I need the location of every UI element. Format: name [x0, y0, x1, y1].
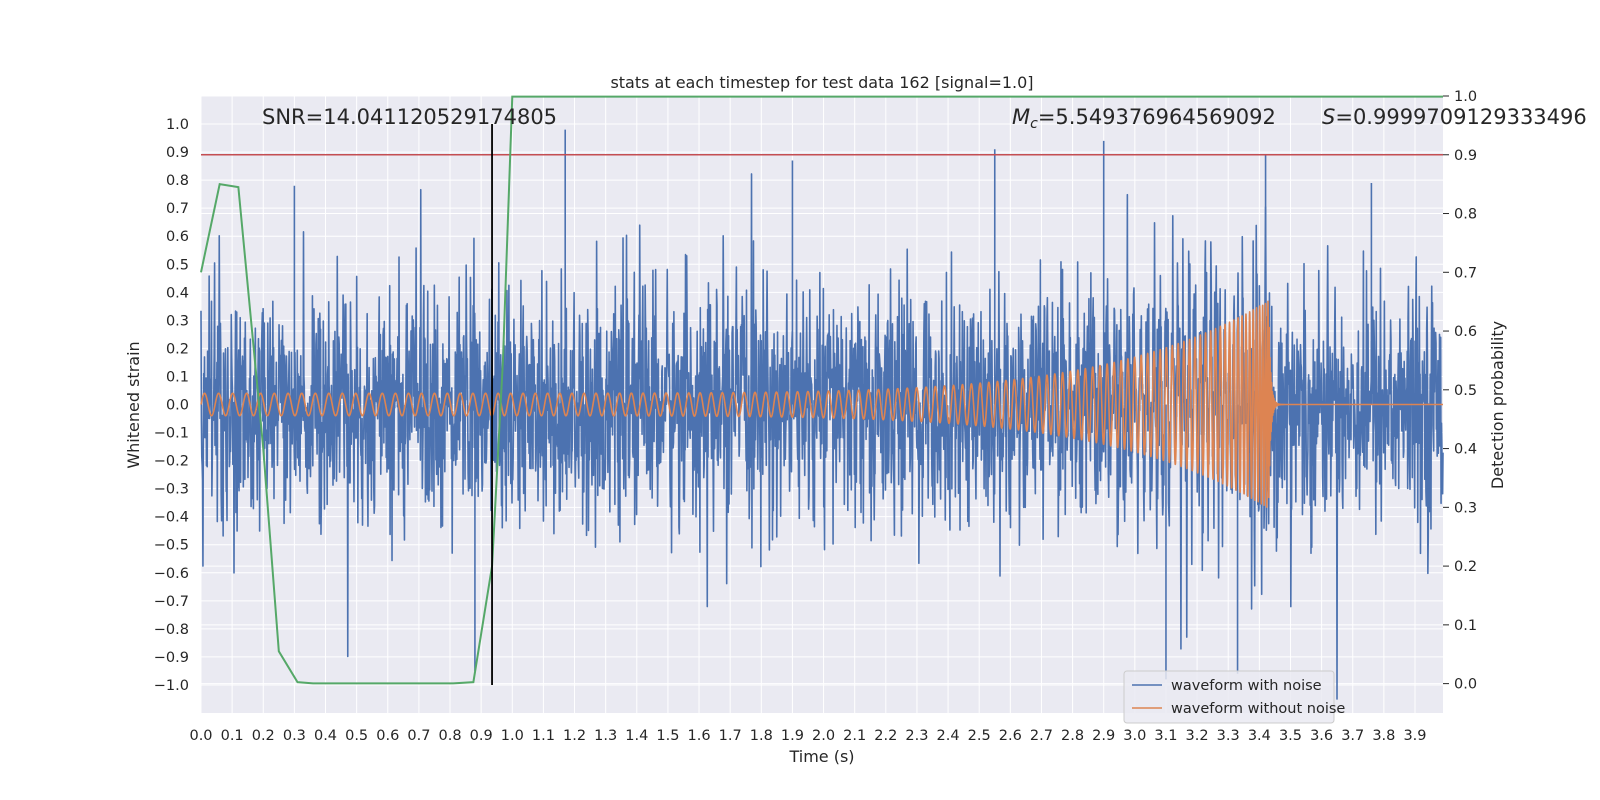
y-left-tick-label: 0.3 [166, 313, 189, 329]
x-tick-label: 3.6 [1310, 728, 1333, 744]
x-tick-label: 1.1 [532, 728, 555, 744]
y-left-tick-label: −0.3 [154, 482, 189, 498]
y-right-tick-label: 0.2 [1454, 559, 1477, 575]
y-left-tick-label: 0.6 [166, 229, 189, 245]
y-axis-left-ticks: 1.0 0.9 0.8 0.7 0.6 0.5 0.4 0.3 0.2 0.1 0.0 −0.1 −0.… [154, 117, 189, 694]
x-tick-label: 0.1 [221, 728, 244, 744]
x-tick-label: 1.2 [563, 728, 586, 744]
series-detection-probability [200, 95, 1443, 685]
x-tick-label: 3.4 [1248, 728, 1271, 744]
x-tick-label: 0.2 [252, 728, 275, 744]
y-left-tick-label: −0.7 [154, 594, 189, 610]
y-left-tick-label: −1.0 [154, 678, 189, 694]
y-axis-left-label: Whitened strain [124, 341, 143, 468]
chirp-mass-annotation: Mc=5.549376964569092 [1012, 105, 1276, 132]
x-tick-label: 0.5 [345, 728, 368, 744]
x-tick-label: 0.6 [376, 728, 399, 744]
snr-annotation: SNR=14.041120529174805 [262, 105, 557, 129]
y-left-tick-label: −0.2 [154, 454, 189, 470]
y-left-tick-label: 0.0 [166, 398, 189, 414]
x-tick-label: 0.0 [189, 728, 212, 744]
legend: waveform with noise waveform without noi… [1123, 670, 1345, 724]
x-tick-label: 2.4 [937, 728, 960, 744]
x-axis-ticks: 0.0 0.1 0.2 0.3 0.4 0.5 0.6 0.7 0.8 0.9 1.0 1.1 1.2 1… [189, 728, 1426, 744]
y-left-tick-label: 0.8 [166, 173, 189, 189]
x-tick-label: 1.0 [501, 728, 524, 744]
clean-waveform-line [200, 300, 1444, 508]
x-tick-label: 0.9 [470, 728, 493, 744]
y-left-tick-label: 0.4 [166, 285, 189, 301]
x-tick-label: 1.3 [594, 728, 617, 744]
x-tick-label: 2.1 [843, 728, 866, 744]
x-tick-label: 2.3 [905, 728, 928, 744]
y-left-tick-label: 0.2 [166, 341, 189, 357]
probability-line [200, 95, 1443, 685]
y-left-tick-label: 0.1 [166, 369, 189, 385]
x-tick-label: 2.9 [1092, 728, 1115, 744]
x-tick-label: 3.0 [1123, 728, 1146, 744]
x-tick-label: 0.8 [438, 728, 461, 744]
chirp-mass-subscript: c [1030, 116, 1038, 132]
x-tick-label: 0.7 [407, 728, 430, 744]
legend-clean-label: waveform without noise [1171, 701, 1345, 717]
detection-score-annotation: S=0.9999709129333496 [1322, 105, 1587, 129]
x-tick-label: 0.3 [283, 728, 306, 744]
y-left-tick-label: 0.9 [166, 145, 189, 161]
x-tick-label: 2.2 [874, 728, 897, 744]
x-tick-label: 3.1 [1154, 728, 1177, 744]
chirp-mass-symbol: M [1012, 105, 1030, 129]
x-axis-label: Time (s) [788, 747, 854, 766]
x-tick-label: 1.4 [625, 728, 648, 744]
x-tick-label: 3.9 [1403, 728, 1426, 744]
legend-box [1123, 670, 1335, 724]
x-tick-label: 1.8 [750, 728, 773, 744]
y-left-tick-label: 0.7 [166, 201, 189, 217]
x-tick-label: 3.2 [1186, 728, 1209, 744]
x-tick-label: 0.4 [314, 728, 337, 744]
chart-title: stats at each timestep for test data 162… [610, 73, 1033, 92]
y-right-tick-label: 0.7 [1454, 265, 1477, 281]
x-tick-label: 1.7 [719, 728, 742, 744]
y-left-tick-label: −0.1 [154, 426, 189, 442]
y-left-tick-label: −0.4 [154, 510, 189, 526]
x-tick-label: 1.6 [688, 728, 711, 744]
y-right-tick-label: 1.0 [1454, 89, 1477, 105]
y-right-tick-label: 0.1 [1454, 618, 1477, 634]
y-right-tick-label: 0.9 [1454, 148, 1477, 164]
y-right-tick-label: 0.0 [1454, 677, 1477, 693]
y-right-tick-label: 0.6 [1454, 324, 1477, 340]
x-tick-label: 1.5 [656, 728, 679, 744]
y-right-tick-label: 0.5 [1454, 383, 1477, 399]
y-left-tick-label: −0.9 [154, 650, 189, 666]
x-tick-label: 2.5 [968, 728, 991, 744]
x-tick-label: 1.9 [781, 728, 804, 744]
y-left-tick-label: −0.6 [154, 566, 189, 582]
detection-score-symbol: S [1322, 105, 1335, 129]
y-right-tick-label: 0.4 [1454, 442, 1477, 458]
series-waveform-without-noise [200, 300, 1444, 508]
y-right-tick-label: 0.3 [1454, 500, 1477, 516]
legend-noise-label: waveform with noise [1171, 678, 1322, 694]
y-left-tick-label: −0.5 [154, 538, 189, 554]
y-right-tick-label: 0.8 [1454, 207, 1477, 223]
chirp-mass-value: =5.549376964569092 [1038, 105, 1276, 129]
y-left-tick-label: 0.5 [166, 257, 189, 273]
y-left-tick-label: 1.0 [166, 117, 189, 133]
y-axis-right-label: Detection probability [1488, 321, 1507, 489]
x-tick-label: 3.8 [1372, 728, 1395, 744]
detection-score-value: =0.9999709129333496 [1335, 105, 1586, 129]
x-tick-label: 3.7 [1341, 728, 1364, 744]
x-tick-label: 3.3 [1217, 728, 1240, 744]
y-axis-right-ticks: 1.0 0.9 0.8 0.7 0.6 0.5 0.4 0.3 0.2 0.1 0.0 [1443, 89, 1477, 693]
x-tick-label: 2.6 [999, 728, 1022, 744]
x-tick-label: 2.7 [1030, 728, 1053, 744]
x-tick-label: 3.5 [1279, 728, 1302, 744]
x-tick-label: 2.8 [1061, 728, 1084, 744]
x-tick-label: 2.0 [812, 728, 835, 744]
y-left-tick-label: −0.8 [154, 622, 189, 638]
